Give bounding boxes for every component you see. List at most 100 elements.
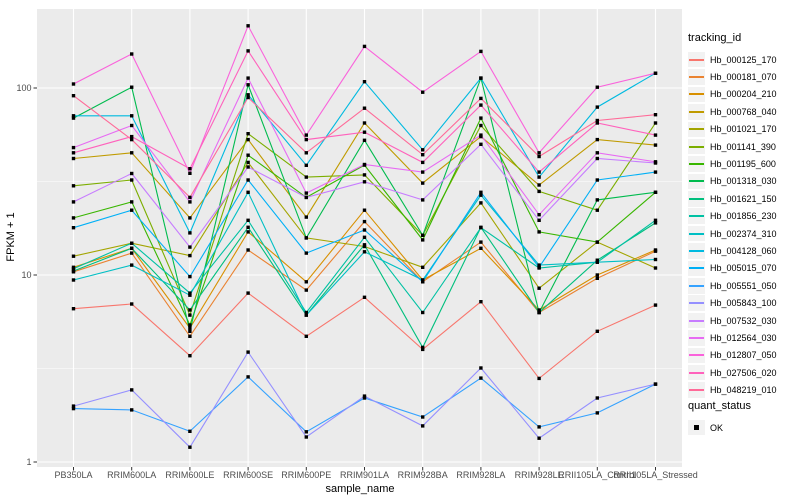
data-point-Hb_001621_150	[595, 258, 599, 262]
data-point-Hb_001141_390	[479, 123, 483, 128]
legend-key-line	[689, 249, 704, 252]
legend-label: Hb_001141_390	[710, 141, 776, 152]
data-point-Hb_001621_150	[421, 345, 425, 350]
data-point-Hb_000768_040	[362, 121, 367, 125]
y-axis-title: FPKM + 1	[5, 212, 17, 261]
data-point-Hb_001621_150	[246, 225, 250, 229]
legend-item-Hb_000125_170: Hb_000125_170	[688, 51, 777, 68]
data-points	[71, 24, 658, 449]
legend-label: Hb_000125_170	[710, 54, 777, 65]
legend-key-line	[689, 58, 704, 61]
data-point-Hb_002374_310	[304, 313, 308, 317]
legend-key	[688, 330, 705, 346]
legend-label: Hb_000181_070	[710, 72, 777, 83]
data-point-Hb_027506_020	[653, 133, 658, 137]
data-point-Hb_000125_170	[71, 307, 76, 311]
data-point-Hb_000125_170	[421, 347, 425, 352]
data-point-Hb_000125_170	[246, 291, 250, 295]
data-point-Hb_001621_150	[130, 246, 134, 250]
data-point-Hb_001621_150	[537, 310, 541, 315]
data-point-Hb_048219_010	[479, 96, 483, 101]
data-point-Hb_027506_020	[246, 49, 250, 53]
legend-key	[688, 173, 705, 190]
data-point-Hb_005551_050	[71, 406, 76, 411]
data-point-Hb_007532_030	[246, 165, 250, 169]
legend-label: Hb_048219_010	[710, 385, 777, 396]
data-point-Hb_001141_390	[362, 173, 367, 177]
data-point-Hb_001318_030	[304, 236, 308, 240]
data-point-Hb_001021_170	[537, 286, 541, 290]
legend-item-Hb_001141_390: Hb_001141_390	[688, 138, 777, 155]
data-point-Hb_000768_040	[653, 143, 658, 147]
data-point-Hb_000204_210	[188, 326, 192, 330]
legend-key	[688, 69, 705, 85]
legend-label: Hb_005551_050	[710, 280, 777, 291]
data-point-Hb_012564_030	[421, 170, 425, 174]
data-point-Hb_007532_030	[421, 198, 425, 202]
data-point-Hb_012807_050	[595, 85, 599, 89]
data-point-Hb_001141_390	[71, 184, 76, 188]
data-point-Hb_001318_030	[188, 329, 192, 333]
data-point-Hb_005015_070	[362, 228, 367, 232]
x-tick-label: RRIM600LE	[165, 470, 214, 480]
legend-label: Hb_002374_310	[710, 228, 777, 239]
legend-key	[688, 86, 705, 103]
data-point-Hb_048219_010	[421, 153, 425, 157]
legend-tracking-id: tracking_id Hb_000125_170 Hb_000181_070 Hb…	[688, 32, 777, 399]
legend-title: tracking_id	[688, 32, 742, 44]
legend-item-Hb_048219_010: Hb_048219_010	[688, 381, 777, 398]
data-point-Hb_004128_060	[479, 76, 483, 80]
data-point-Hb_000204_210	[595, 273, 599, 277]
data-point-Hb_000204_210	[653, 248, 658, 252]
legend-item-Hb_004128_060: Hb_004128_060	[688, 242, 777, 259]
x-tick-label: RRII105LA_Stressed	[613, 470, 698, 480]
data-point-Hb_027506_020	[537, 170, 541, 174]
data-point-Hb_004128_060	[362, 80, 367, 84]
data-point-Hb_048219_010	[71, 94, 76, 98]
legend-item-Hb_012564_030: Hb_012564_030	[688, 329, 777, 346]
data-point-Hb_001195_600	[246, 153, 250, 157]
data-point-Hb_000768_040	[304, 215, 308, 219]
data-point-Hb_005843_100	[304, 435, 308, 439]
legend-item-Hb_005843_100: Hb_005843_100	[688, 294, 777, 311]
legend-key	[688, 364, 705, 381]
data-point-Hb_001141_390	[246, 132, 250, 136]
data-point-Hb_012564_030	[188, 200, 192, 204]
x-tick-label: RRIM600PE	[281, 470, 331, 480]
data-point-Hb_000204_210	[304, 280, 308, 284]
data-point-Hb_002374_310	[130, 263, 134, 267]
data-point-Hb_000181_070	[246, 248, 250, 252]
data-point-Hb_005015_070	[71, 226, 76, 230]
data-point-Hb_001021_170	[479, 201, 483, 205]
x-tick-label: RRIM928LE	[515, 470, 564, 480]
legend-item-Hb_000181_070: Hb_000181_070	[688, 68, 777, 85]
legend-label: Hb_001318_030	[710, 176, 777, 187]
data-point-Hb_001318_030	[421, 233, 425, 237]
legend-item-quant-OK: OK	[688, 419, 751, 436]
data-point-Hb_027506_020	[304, 137, 308, 142]
data-point-Hb_012564_030	[304, 191, 308, 195]
data-point-Hb_002374_310	[479, 193, 483, 197]
legend-item-Hb_002374_310: Hb_002374_310	[688, 225, 777, 242]
data-point-Hb_007532_030	[362, 180, 367, 184]
legend-key-line	[689, 389, 704, 392]
legend-key	[688, 121, 705, 137]
data-point-Hb_001021_170	[421, 265, 425, 269]
data-point-Hb_005843_100	[362, 394, 367, 398]
data-point-Hb_004128_060	[304, 163, 308, 167]
data-point-Hb_000125_170	[595, 329, 599, 333]
legend-label: Hb_007532_030	[710, 315, 777, 326]
data-point-Hb_007532_030	[479, 142, 483, 146]
data-point-Hb_000204_210	[479, 246, 483, 250]
legend-label: Hb_001621_150	[710, 193, 777, 204]
data-point-Hb_007532_030	[130, 171, 134, 176]
legend-item-Hb_005551_050: Hb_005551_050	[688, 277, 777, 294]
legend-key	[688, 382, 705, 398]
data-point-Hb_012807_050	[362, 44, 367, 49]
data-point-Hb_005843_100	[188, 445, 192, 449]
data-point-Hb_005015_070	[188, 274, 192, 279]
data-point-Hb_001195_600	[537, 230, 541, 234]
data-point-Hb_005015_070	[421, 280, 425, 284]
legend-key	[688, 104, 705, 120]
